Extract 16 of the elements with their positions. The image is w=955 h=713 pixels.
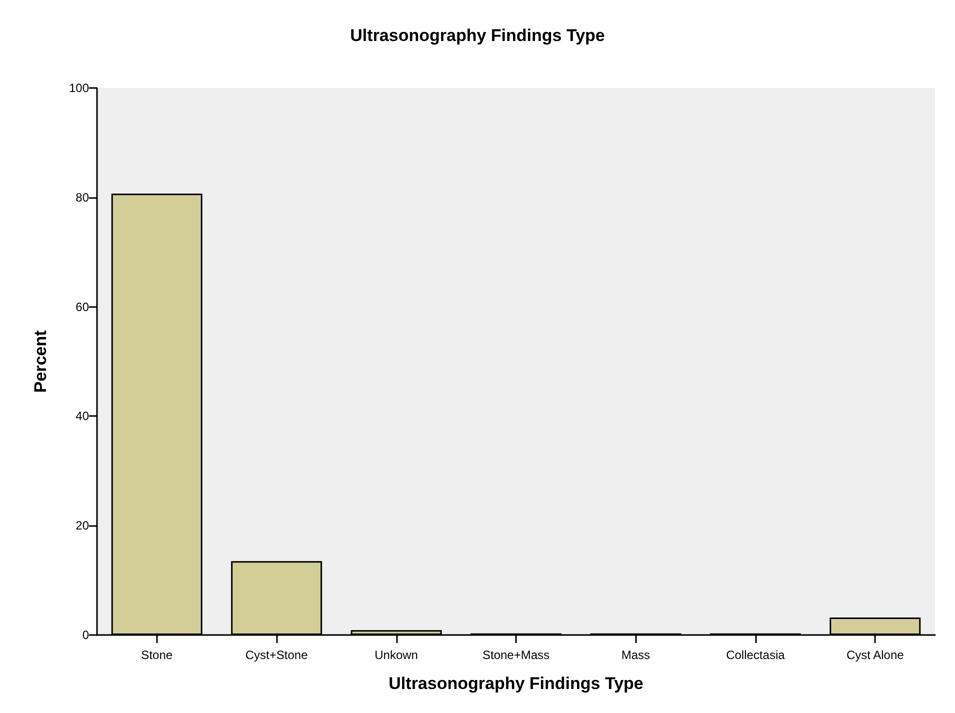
y-tick-label: 20 <box>76 518 90 533</box>
x-tick-label: Collectasia <box>726 648 786 662</box>
y-tick-label: 0 <box>82 628 90 642</box>
x-tick-label: Cyst Alone <box>846 648 904 662</box>
y-tick-label: 80 <box>76 190 90 204</box>
y-axis-title: Percent <box>31 330 50 393</box>
chart-title: Ultrasonography Findings Type <box>350 26 605 45</box>
x-tick-label: Stone <box>141 648 173 662</box>
x-tick-label: Unkown <box>374 648 418 662</box>
y-tick-label: 60 <box>76 300 90 314</box>
x-tick-label: Stone+Mass <box>482 648 550 662</box>
x-axis-title: Ultrasonography Findings Type <box>388 674 644 693</box>
y-tick-label: 100 <box>68 81 90 95</box>
x-tick-label: Cyst+Stone <box>245 648 308 662</box>
y-tick-label: 40 <box>76 409 90 424</box>
x-tick-label: Mass <box>621 648 650 662</box>
